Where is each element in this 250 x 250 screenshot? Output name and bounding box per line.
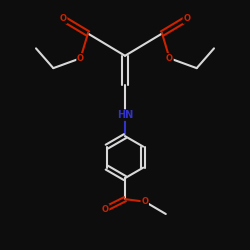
Text: O: O (166, 54, 173, 63)
Text: O: O (141, 197, 148, 206)
Text: O: O (183, 14, 190, 23)
Text: O: O (77, 54, 84, 63)
Text: O: O (60, 14, 67, 23)
Text: HN: HN (117, 110, 133, 120)
Text: O: O (102, 204, 109, 214)
